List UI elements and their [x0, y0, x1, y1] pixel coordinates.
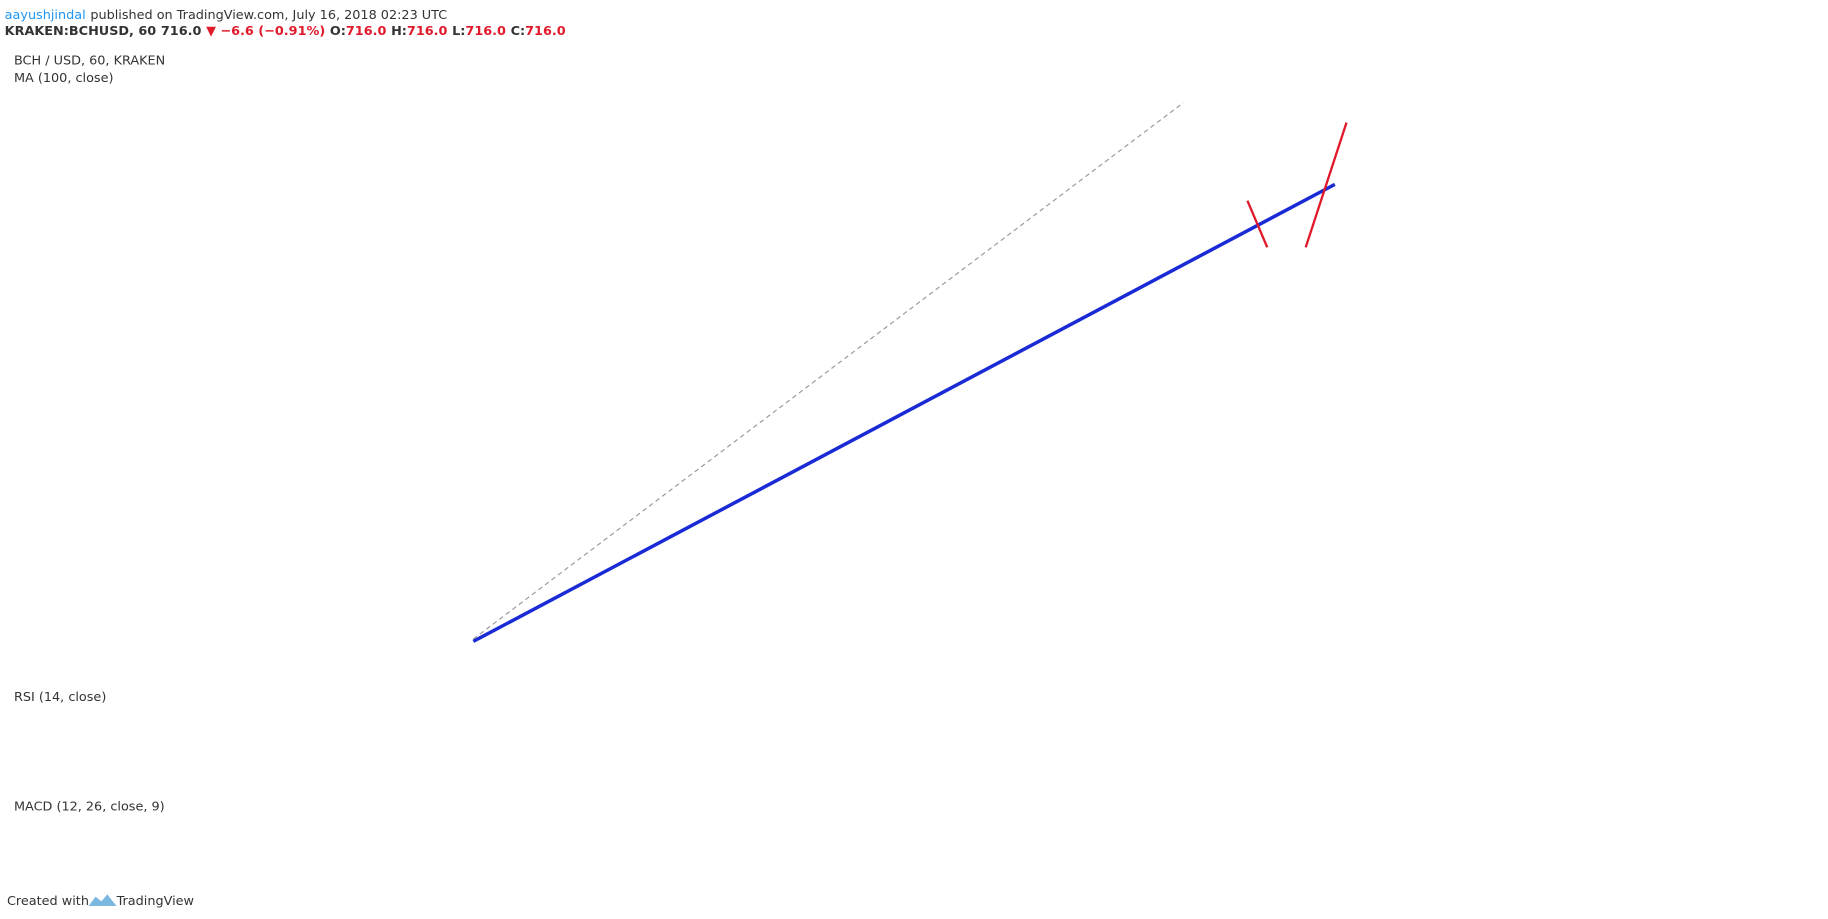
labels: BCH / USD, 60, KRAKEN MA (100, close) RS…: [14, 53, 165, 814]
macd-label: MACD (12, 26, close, 9): [14, 799, 165, 814]
ohlc-value: 716.0: [346, 24, 387, 39]
ohlc-value: 716.0: [407, 24, 448, 39]
rsi-label: RSI (14, close): [14, 690, 106, 705]
change: ▼ −6.6 (−0.91%): [206, 24, 325, 39]
trend-line: [472, 182, 1336, 643]
ohlc-key: H:: [391, 24, 407, 39]
fib-diagonal: [472, 102, 1184, 640]
ohlc-value: 716.0: [465, 24, 506, 39]
drawings: [472, 102, 1348, 643]
projection: [1304, 122, 1348, 248]
footer-brand[interactable]: TradingView: [116, 894, 194, 909]
ma-label: MA (100, close): [14, 71, 114, 86]
ohlc-key: C:: [511, 24, 526, 39]
footer: Created with TradingView: [7, 894, 194, 909]
header-line-2: KRAKEN:BCHUSD, 60 716.0 ▼ −6.6 (−0.91%) O:7…: [5, 24, 566, 39]
author[interactable]: aayushjindal: [5, 8, 86, 23]
published: published on TradingView.com, July 16, 2…: [90, 8, 447, 23]
ohlc-key: L:: [452, 24, 465, 39]
ohlc-value: 716.0: [525, 24, 566, 39]
ohlc-key: O:: [330, 24, 346, 39]
footer-text: Created with: [7, 894, 89, 909]
header-line-1: aayushjindal published on TradingView.com…: [5, 8, 448, 23]
last: 716.0: [161, 24, 202, 39]
logo: [88, 894, 117, 907]
projection: [1246, 200, 1269, 248]
symbol: KRAKEN:BCHUSD, 60: [5, 24, 157, 39]
chart-title: BCH / USD, 60, KRAKEN: [14, 53, 165, 68]
